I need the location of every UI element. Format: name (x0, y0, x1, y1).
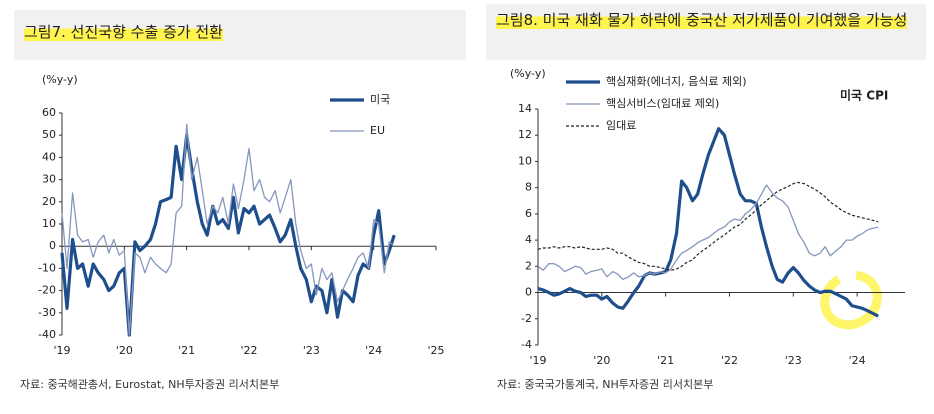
x-tick-label: '19 (53, 344, 70, 357)
y-tick-label: 0 (49, 239, 56, 252)
y-tick-label: 8 (525, 181, 532, 194)
x-tick-label: '24 (365, 344, 382, 357)
x-tick-label: '20 (593, 354, 610, 367)
y-tick-label: -30 (38, 306, 56, 319)
series-line (61, 123, 395, 336)
y-tick-label: 6 (525, 207, 532, 220)
y-tick-label: -4 (521, 338, 532, 351)
legend-label: 미국 (370, 93, 390, 106)
series-line (537, 184, 879, 281)
title: 그림8. 미국 재화 물가 하락에 중국산 저가제품이 기여했을 가능성 (496, 11, 908, 29)
x-tick-label: '20 (116, 344, 133, 357)
y-axis-label: (%y-y) (42, 73, 78, 86)
header-right: 그림8. 미국 재화 물가 하락에 중국산 저가제품이 기여했을 가능성 (486, 4, 926, 60)
y-tick-label: 2 (525, 259, 532, 272)
y-tick-label: -40 (38, 328, 56, 341)
y-tick-label: -2 (521, 312, 532, 325)
title: 그림7. 선진국향 수출 증가 전환 (24, 23, 223, 41)
y-tick-label: 12 (518, 128, 532, 141)
y-tick-label: 50 (42, 128, 56, 141)
annotation: 미국 CPI (840, 88, 888, 103)
series-line (537, 127, 879, 318)
y-tick-label: -10 (38, 261, 56, 274)
y-tick-label: 10 (42, 217, 56, 230)
series-line (60, 133, 396, 337)
y-tick-label: 14 (518, 102, 532, 115)
y-tick-label: 40 (42, 150, 56, 163)
header-left: 그림7. 선진국향 수출 증가 전환 (14, 10, 466, 60)
legend-label: EU (370, 124, 385, 137)
legend-label: 임대료 (606, 119, 636, 132)
y-tick-label: 0 (525, 286, 532, 299)
x-tick-label: '22 (240, 344, 257, 357)
y-tick-label: 4 (525, 233, 532, 246)
x-tick-label: '21 (178, 344, 195, 357)
highlight-circle (820, 270, 882, 330)
x-tick-label: '25 (427, 344, 444, 357)
y-tick-label: -20 (38, 284, 56, 297)
x-tick-label: '23 (303, 344, 320, 357)
y-axis-label: (%y-y) (510, 67, 546, 80)
legend-label: 핵심재화(에너지, 음식료 제외) (606, 75, 747, 88)
source: 자료: 중국해관총서, Eurostat, NH투자증권 리서치본부 (20, 378, 280, 391)
x-tick-label: '22 (721, 354, 738, 367)
series-line (537, 181, 879, 271)
y-tick-label: 10 (518, 154, 532, 167)
x-tick-label: '21 (657, 354, 674, 367)
y-tick-label: 60 (42, 106, 56, 119)
source: 자료: 중국국가통계국, NH투자증권 리서치본부 (497, 378, 714, 391)
x-tick-label: '24 (849, 354, 866, 367)
y-tick-label: 30 (42, 173, 56, 186)
x-tick-label: '19 (529, 354, 546, 367)
y-tick-label: 20 (42, 195, 56, 208)
x-tick-label: '23 (785, 354, 802, 367)
legend-label: 핵심서비스(임대료 제외) (606, 97, 719, 110)
